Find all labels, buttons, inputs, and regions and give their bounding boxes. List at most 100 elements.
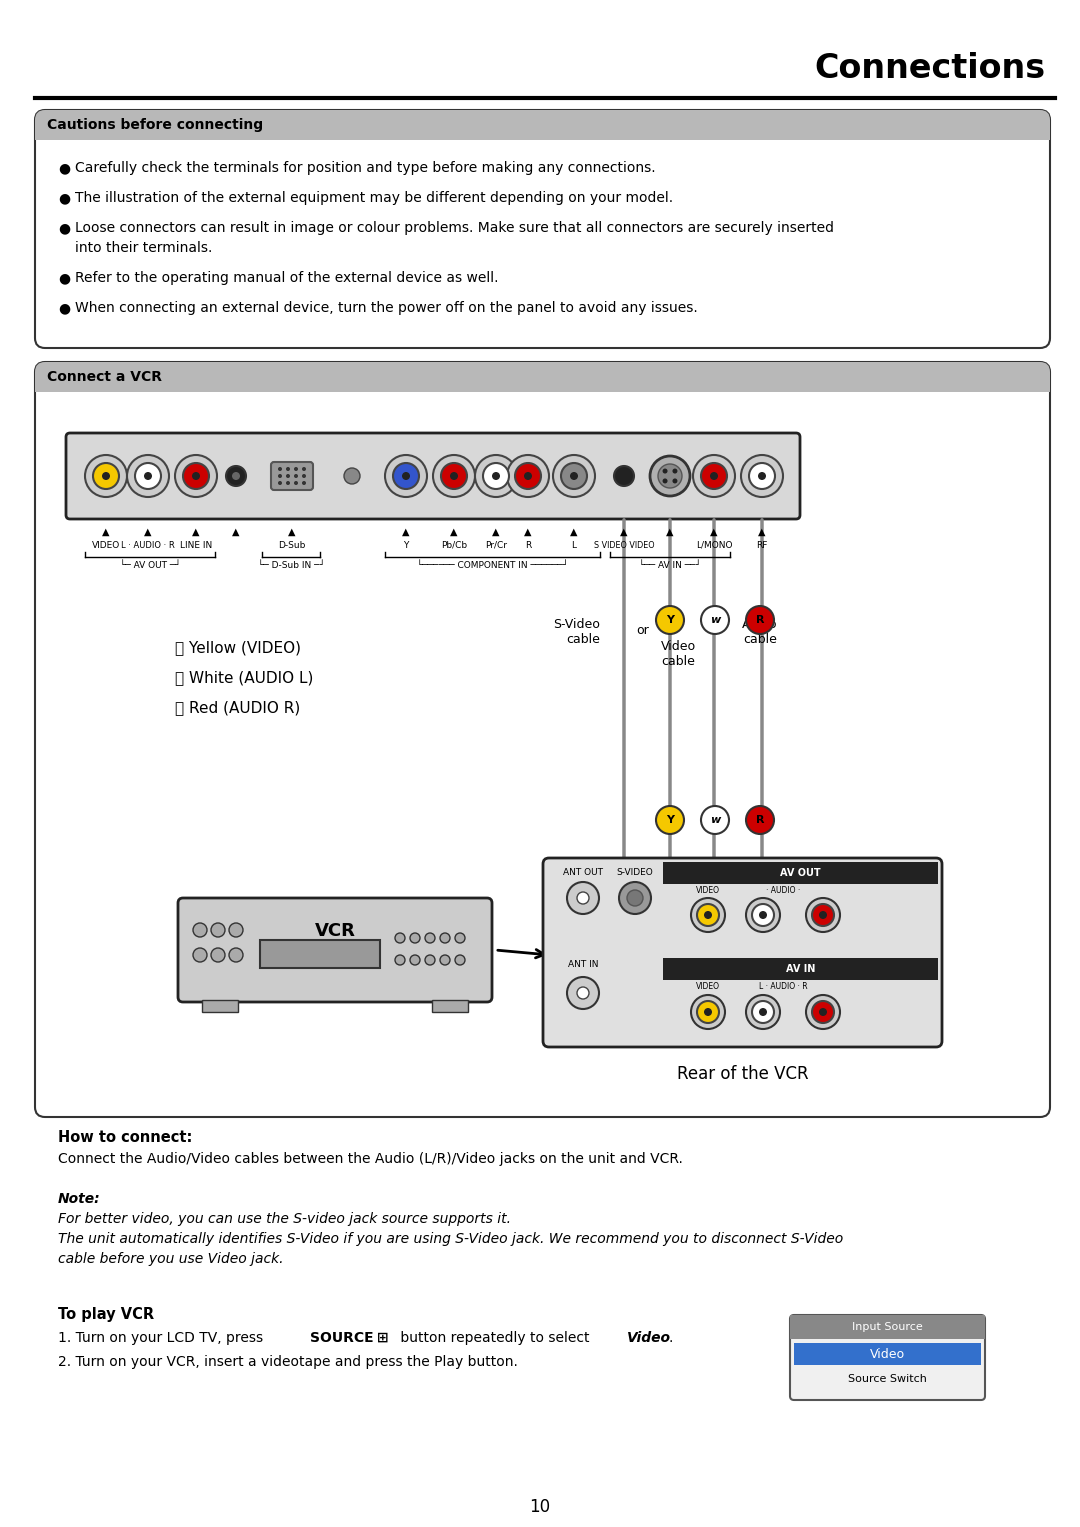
Circle shape <box>441 463 467 489</box>
Circle shape <box>175 455 217 496</box>
Circle shape <box>507 455 549 496</box>
Circle shape <box>395 954 405 965</box>
Text: VIDEO: VIDEO <box>696 886 720 895</box>
Text: 2. Turn on your VCR, insert a videotape and press the Play button.: 2. Turn on your VCR, insert a videotape … <box>58 1354 518 1370</box>
Text: AV OUT: AV OUT <box>780 867 821 878</box>
Text: For better video, you can use the S-video jack source supports it.: For better video, you can use the S-vide… <box>58 1212 511 1226</box>
Circle shape <box>278 467 282 470</box>
Circle shape <box>759 912 767 919</box>
Circle shape <box>656 606 684 634</box>
Circle shape <box>515 463 541 489</box>
Text: ▲: ▲ <box>232 527 240 538</box>
Text: ▲: ▲ <box>492 527 500 538</box>
Text: Note:: Note: <box>58 1193 100 1206</box>
Circle shape <box>701 806 729 834</box>
Text: Y: Y <box>403 541 408 550</box>
Text: Carefully check the terminals for position and type before making any connection: Carefully check the terminals for positi… <box>75 160 656 176</box>
Text: R: R <box>756 815 765 825</box>
Text: When connecting an external device, turn the power off on the panel to avoid any: When connecting an external device, turn… <box>75 301 698 315</box>
Text: └─ AV OUT ─┘: └─ AV OUT ─┘ <box>120 560 180 570</box>
Text: w: w <box>710 815 720 825</box>
Text: ●: ● <box>58 221 70 235</box>
Text: Y: Y <box>666 615 674 625</box>
Text: · AUDIO ·: · AUDIO · <box>766 886 800 895</box>
Circle shape <box>819 1008 827 1015</box>
Circle shape <box>302 467 306 470</box>
Text: into their terminals.: into their terminals. <box>75 241 213 255</box>
Text: The unit automatically identifies S-Video if you are using S-Video jack. We reco: The unit automatically identifies S-Vide… <box>58 1232 843 1246</box>
Text: R: R <box>756 615 765 625</box>
Text: ●: ● <box>58 160 70 176</box>
Circle shape <box>410 954 420 965</box>
Text: ▲: ▲ <box>402 527 409 538</box>
Circle shape <box>294 481 298 486</box>
Circle shape <box>410 933 420 944</box>
FancyBboxPatch shape <box>543 858 942 1048</box>
Circle shape <box>102 472 110 479</box>
Text: RF: RF <box>756 541 768 550</box>
Circle shape <box>812 1002 834 1023</box>
FancyBboxPatch shape <box>35 110 1050 140</box>
FancyBboxPatch shape <box>271 463 313 490</box>
Circle shape <box>746 806 774 834</box>
Circle shape <box>426 933 435 944</box>
Circle shape <box>673 478 677 484</box>
Text: L · AUDIO · R: L · AUDIO · R <box>758 982 808 991</box>
Text: Connect the Audio/Video cables between the Audio (L/R)/Video jacks on the unit a: Connect the Audio/Video cables between t… <box>58 1151 683 1167</box>
Text: ▲: ▲ <box>620 527 627 538</box>
Circle shape <box>806 898 840 931</box>
Text: Ⓨ Yellow (VIDEO): Ⓨ Yellow (VIDEO) <box>175 640 301 655</box>
Circle shape <box>656 806 684 834</box>
Circle shape <box>440 933 450 944</box>
Text: Video: Video <box>627 1332 671 1345</box>
Circle shape <box>229 922 243 938</box>
Text: Video: Video <box>869 1347 905 1361</box>
Circle shape <box>433 455 475 496</box>
Circle shape <box>697 1002 719 1023</box>
Text: Ⓡ Red (AUDIO R): Ⓡ Red (AUDIO R) <box>175 699 300 715</box>
Circle shape <box>662 469 667 473</box>
Text: ▲: ▲ <box>758 527 766 538</box>
Text: Input Source: Input Source <box>852 1322 923 1332</box>
Text: ▲: ▲ <box>450 527 458 538</box>
Circle shape <box>192 472 200 479</box>
Circle shape <box>691 996 725 1029</box>
Circle shape <box>278 473 282 478</box>
FancyBboxPatch shape <box>66 434 800 519</box>
Bar <box>794 1344 981 1365</box>
Circle shape <box>232 472 240 479</box>
Text: Loose connectors can result in image or colour problems. Make sure that all conn: Loose connectors can result in image or … <box>75 221 834 235</box>
Text: ●: ● <box>58 301 70 315</box>
Circle shape <box>492 472 500 479</box>
Text: R: R <box>525 541 531 550</box>
Text: VIDEO: VIDEO <box>92 541 120 550</box>
Text: Pb/Cb: Pb/Cb <box>441 541 467 550</box>
Circle shape <box>627 890 643 906</box>
Circle shape <box>741 455 783 496</box>
Text: w: w <box>710 615 720 625</box>
Circle shape <box>658 464 681 489</box>
Text: ▲: ▲ <box>103 527 110 538</box>
Circle shape <box>294 467 298 470</box>
Text: S VIDEO VIDEO: S VIDEO VIDEO <box>594 541 654 550</box>
Text: ▲: ▲ <box>145 527 152 538</box>
Circle shape <box>450 472 458 479</box>
Circle shape <box>570 472 578 479</box>
Text: Source Switch: Source Switch <box>848 1374 927 1383</box>
Circle shape <box>393 463 419 489</box>
Text: VCR: VCR <box>314 922 355 941</box>
Text: ANT OUT: ANT OUT <box>563 867 603 876</box>
Text: ▲: ▲ <box>711 527 718 538</box>
Text: Y: Y <box>666 815 674 825</box>
Circle shape <box>650 457 690 496</box>
Circle shape <box>697 904 719 925</box>
Circle shape <box>701 606 729 634</box>
Circle shape <box>704 1008 712 1015</box>
Circle shape <box>183 463 210 489</box>
Circle shape <box>701 463 727 489</box>
Text: └─ D-Sub IN ─┘: └─ D-Sub IN ─┘ <box>257 560 324 570</box>
Circle shape <box>229 948 243 962</box>
Circle shape <box>819 912 827 919</box>
Circle shape <box>746 898 780 931</box>
Text: └────── COMPONENT IN ──────┘: └────── COMPONENT IN ──────┘ <box>417 560 568 570</box>
